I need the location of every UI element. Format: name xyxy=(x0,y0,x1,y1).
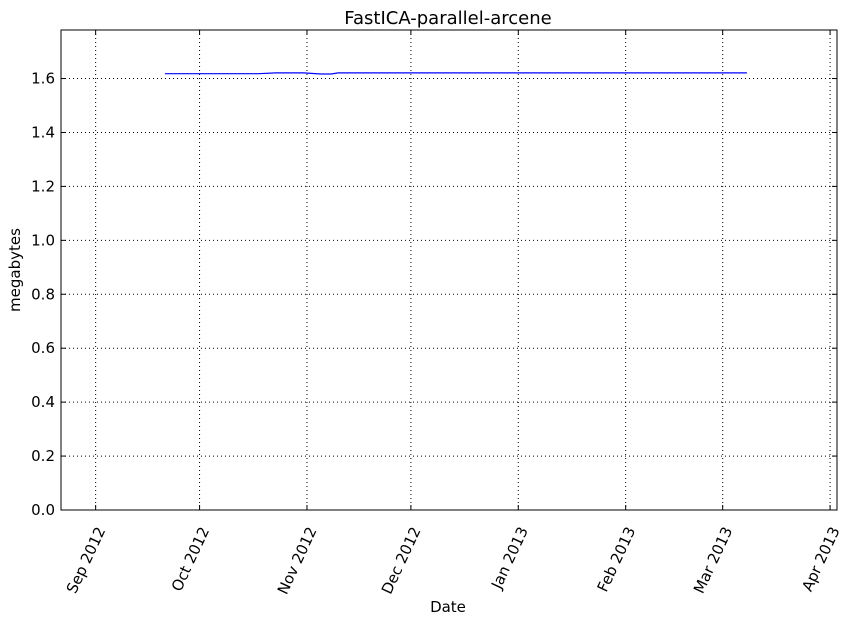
x-tick-label: Sep 2012 xyxy=(63,524,109,596)
y-tick-label: 1.6 xyxy=(31,70,55,88)
x-tick-label: Apr 2013 xyxy=(798,524,843,594)
x-tick-label: Oct 2012 xyxy=(168,524,213,594)
y-tick-label: 1.4 xyxy=(31,123,55,141)
x-tick-label: Feb 2013 xyxy=(594,524,640,595)
x-axis-label: Date xyxy=(430,598,466,616)
chart-title: FastICA-parallel-arcene xyxy=(344,8,551,29)
tick-marks xyxy=(61,30,837,511)
x-tick-label: Nov 2012 xyxy=(274,524,321,597)
y-axis-label: megabytes xyxy=(6,228,24,312)
series-line xyxy=(164,72,747,75)
y-tick-label: 0.0 xyxy=(31,501,55,519)
y-tick-labels: 0.0 0.2 0.4 0.6 0.8 1.0 1.2 1.4 1.6 xyxy=(31,70,55,519)
y-tick-label: 0.2 xyxy=(31,447,55,465)
x-tick-labels: Sep 2012 Oct 2012 Nov 2012 Dec 2012 Jan 2013… xyxy=(63,524,844,597)
x-tick-label: Dec 2012 xyxy=(378,524,425,597)
y-tick-label: 1.0 xyxy=(31,231,55,249)
series-layer xyxy=(164,72,747,75)
plot-frame xyxy=(60,29,838,511)
y-tick-label: 0.8 xyxy=(31,285,55,303)
x-tick-label: Jan 2013 xyxy=(487,524,532,592)
x-tick-label: Mar 2013 xyxy=(690,524,736,596)
grid-lines xyxy=(61,30,837,511)
y-tick-label: 0.4 xyxy=(31,393,55,411)
y-tick-label: 0.6 xyxy=(31,339,55,357)
y-tick-label: 1.2 xyxy=(31,177,55,195)
